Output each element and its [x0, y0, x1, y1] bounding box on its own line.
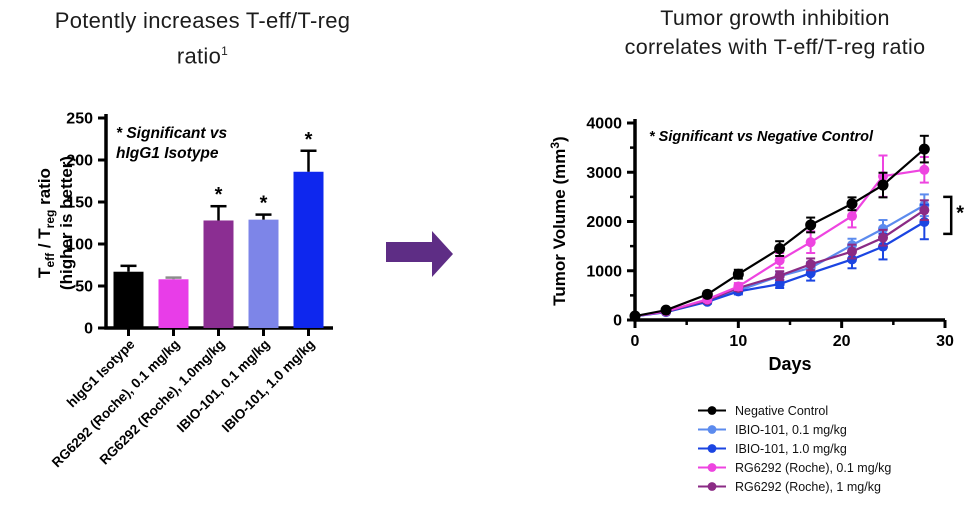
data-point [847, 211, 857, 222]
line-chart-legend: Negative Control IBIO-101, 0.1 mg/kg IBIO-… [697, 401, 967, 496]
line-ylabel: Tumor Volume (mm3) [548, 136, 569, 305]
legend-marker-icon [698, 425, 726, 434]
data-point [774, 270, 785, 281]
transition-arrow [386, 231, 454, 278]
data-point [918, 143, 930, 155]
legend-marker-icon [698, 444, 726, 453]
left-title-footnote-marker: 1 [221, 44, 229, 58]
significance-bracket [943, 195, 953, 236]
data-point [629, 310, 641, 322]
bar [293, 171, 324, 328]
legend-item: RG6292 (Roche), 1 mg/kg [697, 477, 967, 496]
left-title-line1: Potently increases T-eff/T-reg [54, 8, 351, 33]
data-point [919, 205, 930, 216]
legend-item: RG6292 (Roche), 0.1 mg/kg [697, 458, 967, 477]
line-annotation: * Significant vs Negative Control [649, 129, 874, 145]
y-tick-label: 100 [66, 237, 93, 254]
y-tick-label: 3000 [586, 165, 622, 182]
y-tick-label: 0 [613, 313, 622, 330]
y-tick-label: 50 [75, 279, 93, 296]
bar [158, 279, 189, 328]
legend-marker-icon [698, 406, 726, 415]
x-tick-label: 10 [729, 333, 747, 350]
bar-annotation-line1: * Significant vs [116, 125, 227, 142]
data-point [805, 259, 816, 270]
bar [113, 271, 144, 328]
data-point [660, 304, 672, 316]
y-tick-label: 4000 [586, 116, 622, 133]
x-tick-label: 0 [631, 333, 640, 350]
y-tick-label: 0 [84, 321, 93, 338]
data-point [878, 232, 888, 243]
data-point [774, 279, 785, 290]
bar [248, 219, 279, 328]
bar-ylabel-line2: (higher is better) [57, 156, 76, 290]
legend-label: Negative Control [735, 403, 829, 418]
data-point [846, 198, 858, 210]
data-point [774, 243, 786, 255]
y-tick-label: 200 [66, 153, 93, 170]
y-tick-label: 150 [66, 195, 93, 212]
line-chart-svg: 0 1000 2000 3000 4000 0 10 20 30 Days Tumor Volume… [548, 116, 964, 375]
y-tick-label: 2000 [586, 214, 622, 231]
left-chart-title: Potently increases T-eff/T-reg ratio1 [0, 6, 405, 71]
bracket-star: * [956, 202, 964, 224]
legend-marker-icon [698, 482, 726, 491]
data-point [733, 281, 744, 292]
right-title-line2: correlates with T-eff/T-reg ratio [624, 35, 926, 59]
legend-marker-icon [698, 463, 726, 472]
x-tick-label: 20 [833, 333, 851, 350]
right-arrow-icon [386, 231, 453, 277]
legend-item: IBIO-101, 0.1 mg/kg [697, 420, 967, 439]
data-point [732, 268, 744, 280]
data-point [919, 164, 930, 175]
data-point [847, 246, 857, 257]
data-point [877, 179, 889, 191]
bar [203, 220, 234, 328]
right-chart-title: Tumor growth inhibition correlates with … [575, 4, 971, 62]
data-point [774, 255, 785, 266]
bar-ylabel-line1: Teff / Treg ratio [35, 168, 57, 278]
significance-star: * [215, 184, 223, 206]
legend-label: RG6292 (Roche), 1 mg/kg [735, 479, 881, 494]
data-point [805, 237, 816, 248]
right-title-line1: Tumor growth inhibition [660, 6, 890, 30]
data-point [701, 288, 713, 300]
left-title-line2: ratio [176, 43, 222, 69]
data-point [805, 219, 817, 231]
line-xlabel: Days [768, 354, 811, 374]
legend-item: Negative Control [697, 401, 967, 420]
bar-annotation-line2: hIgG1 Isotype [116, 145, 219, 162]
y-tick-label: 1000 [586, 263, 622, 280]
significance-star: * [260, 193, 268, 215]
x-tick-label: 30 [936, 333, 954, 350]
legend-item: IBIO-101, 1.0 mg/kg [697, 439, 967, 458]
legend-label: IBIO-101, 0.1 mg/kg [735, 422, 847, 437]
significance-star: * [305, 129, 313, 151]
legend-label: IBIO-101, 1.0 mg/kg [735, 441, 847, 456]
legend-label: RG6292 (Roche), 0.1 mg/kg [735, 460, 892, 475]
y-tick-label: 250 [66, 111, 93, 128]
